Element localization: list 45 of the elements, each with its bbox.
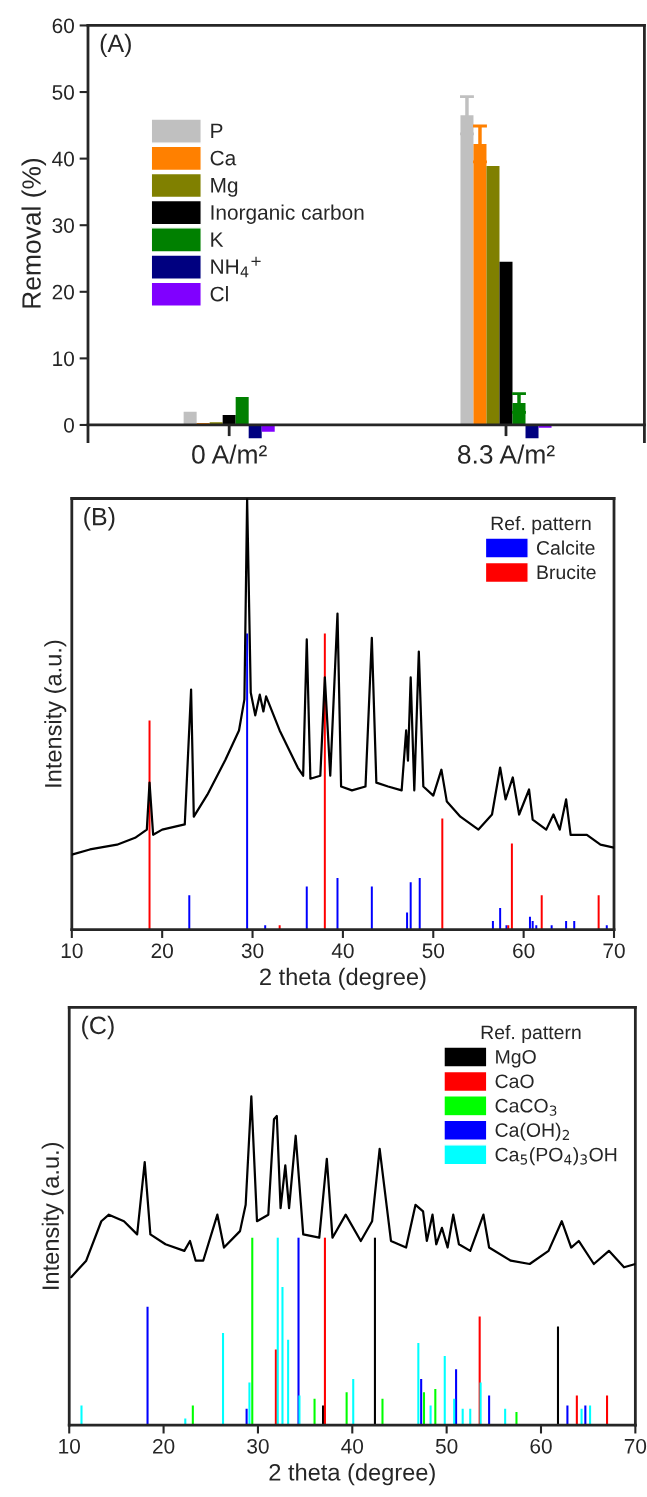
y-tick-label: 50 xyxy=(52,85,74,100)
x-tick-label: 70 xyxy=(624,1438,647,1454)
legend-title: Ref. pattern xyxy=(481,1025,581,1044)
chart-title: (C) xyxy=(82,1015,114,1040)
x-tick-label: 20 xyxy=(151,943,173,959)
legend-label: CaCO$_{3}$ xyxy=(495,1098,557,1116)
legend-label: Ca$_{5}$(PO$_{4}$)$_{3}$OH xyxy=(495,1147,617,1166)
legend-label: CaO xyxy=(495,1074,534,1089)
y-axis-title: Intensity (a.u.) xyxy=(41,1142,64,1289)
x-tick-label: 70 xyxy=(603,943,625,959)
legend-label: MgO xyxy=(496,1049,536,1068)
y-tick-label: 20 xyxy=(52,284,74,300)
y-tick-label: 40 xyxy=(52,151,74,167)
x-tick-label: 60 xyxy=(530,1438,552,1454)
legend-label: Calcite xyxy=(536,540,595,555)
y-axis-title: Removal (%) xyxy=(21,158,47,308)
legend-label: Ca xyxy=(210,150,237,166)
x-tick-label: 30 xyxy=(247,1438,269,1454)
y-tick-label: 10 xyxy=(53,351,74,367)
x-axis-title: 2 theta (degree) xyxy=(260,967,426,990)
y-tick-label: 60 xyxy=(52,18,74,34)
legend-label: Ca(OH)$_{2}$ xyxy=(495,1122,570,1141)
x-tick-label: 8.3 A/m² xyxy=(458,444,555,464)
x-tick-label: 50 xyxy=(422,943,445,959)
chart-title: (A) xyxy=(100,33,131,58)
y-axis-title: Intensity (a.u.) xyxy=(44,640,67,787)
legend-label: Brucite xyxy=(537,564,596,580)
x-tick-label: 40 xyxy=(341,1438,364,1454)
x-tick-label: 30 xyxy=(241,943,264,959)
x-tick-label: 40 xyxy=(331,943,354,959)
x-tick-label: 0 A/m² xyxy=(192,444,267,464)
x-axis-title: 2 theta (degree) xyxy=(269,1463,435,1486)
legend-label: K xyxy=(211,232,224,247)
legend-label: P xyxy=(211,123,223,139)
legend-label: Mg xyxy=(211,178,238,197)
x-tick-label: 20 xyxy=(153,1438,175,1454)
x-tick-label: 60 xyxy=(513,943,535,959)
legend-label: Cl xyxy=(210,286,228,302)
y-tick-label: 0 xyxy=(64,417,74,433)
chart-title: (B) xyxy=(84,507,115,531)
legend-label: Inorganic carbon xyxy=(211,204,364,224)
y-tick-label: 30 xyxy=(52,218,74,233)
legend-title: Ref. pattern xyxy=(491,516,591,535)
x-tick-label: 50 xyxy=(435,1438,458,1454)
legend-label: NH$_{4}$$^{+}$ xyxy=(211,256,261,278)
